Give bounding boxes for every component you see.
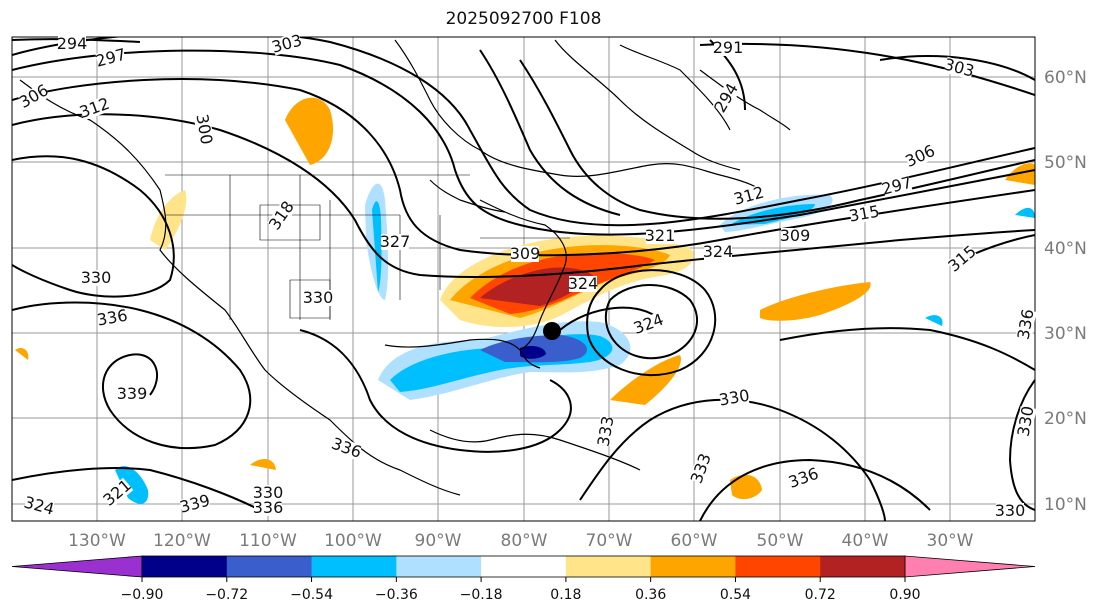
coastlines [19, 39, 791, 496]
colorbar-max-extend [904, 555, 1036, 578]
svg-text:336: 336 [253, 498, 284, 517]
colorbar: −0.90 −0.72 −0.54 −0.36 −0.18 0.18 0.36 0.54 0.7… [11, 555, 1036, 603]
svg-text:330: 330 [995, 501, 1026, 520]
colorbar-segment [735, 556, 821, 577]
negative-anomaly-area [730, 204, 815, 225]
svg-text:324: 324 [703, 242, 734, 261]
latitude-tick-label: 10°N [1044, 495, 1087, 515]
colorbar-min-extend [11, 555, 143, 578]
contour-label: 330 [81, 268, 112, 287]
svg-text:330: 330 [303, 288, 334, 307]
svg-text:327: 327 [380, 232, 411, 251]
svg-text:330: 330 [81, 268, 112, 287]
contour-label: 339 [117, 384, 148, 403]
colorbar-tick-label: −0.72 [205, 587, 248, 603]
colorbar-tick-label: 0.36 [635, 587, 666, 603]
contour-label: 309 [780, 226, 811, 245]
longitude-tick-label: 50°W [757, 531, 804, 551]
negative-anomaly-area [520, 346, 546, 359]
negative-anomaly-area [115, 466, 149, 504]
longitude-tick-label: 130°W [68, 531, 126, 551]
colorbar-segment [481, 556, 567, 577]
storm-center-dot [543, 322, 561, 340]
latitude-tick-label: 40°N [1044, 239, 1087, 259]
longitude-labels: 130°W 120°W 110°W 100°W 90°W 80°W 70°W 60°W 50°W… [68, 531, 974, 551]
positive-anomaly-area [760, 282, 871, 321]
colorbar-tick-label: 0.72 [805, 587, 836, 603]
colorbar-segment [650, 556, 736, 577]
positive-anomaly-area [480, 267, 595, 306]
contour-label: 321 [645, 226, 676, 245]
svg-text:339: 339 [117, 384, 148, 403]
contour-label: 330 [303, 288, 334, 307]
latitude-tick-label: 50°N [1044, 153, 1087, 173]
latitude-tick-label: 30°N [1044, 324, 1087, 344]
contour-label: 327 [380, 232, 411, 251]
colorbar-tick-label: 0.90 [889, 587, 920, 603]
map-title: 2025092700 F108 [445, 9, 602, 29]
colorbar-tick-label: −0.54 [290, 587, 333, 603]
colorbar-tick-label: −0.36 [375, 587, 418, 603]
colorbar-segment [142, 556, 228, 577]
colorbar-segment [396, 556, 482, 577]
contour-label: 330 [995, 501, 1026, 520]
contour-lines [12, 37, 1035, 521]
longitude-tick-label: 70°W [586, 531, 633, 551]
colorbar-segment [226, 556, 313, 577]
svg-text:309: 309 [510, 244, 541, 263]
positive-anomaly-area [250, 458, 276, 470]
contour-label: 297 [880, 173, 914, 199]
negative-anomaly-area [925, 315, 943, 326]
colorbar-tick-label: −0.90 [121, 587, 164, 603]
contour-label: 315 [848, 202, 881, 226]
contour-label: 330 [253, 483, 284, 502]
latitude-tick-label: 60°N [1044, 68, 1087, 88]
contour-label: 324 [568, 274, 599, 293]
contour-label: 339 [178, 491, 212, 517]
svg-text:291: 291 [713, 38, 744, 57]
anomaly-shading [15, 97, 1035, 504]
longitude-tick-label: 110°W [239, 531, 297, 551]
positive-anomaly-area [1005, 163, 1035, 185]
colorbar-tick-label: 0.54 [720, 587, 751, 603]
positive-anomaly-area [610, 355, 681, 405]
latitude-labels: 60°N 50°N 40°N 30°N 20°N 10°N [1044, 68, 1087, 515]
negative-anomaly-area [372, 201, 382, 292]
svg-text:324: 324 [568, 274, 599, 293]
colorbar-tick-label: 0.18 [550, 587, 581, 603]
svg-text:330: 330 [253, 483, 284, 502]
svg-text:321: 321 [645, 226, 676, 245]
longitude-tick-label: 120°W [153, 531, 211, 551]
colorbar-segment [311, 556, 397, 577]
contour-label: 324 [703, 242, 734, 261]
contour-label: 294 [57, 34, 88, 53]
positive-anomaly-area [15, 348, 29, 360]
colorbar-segment [565, 556, 652, 577]
colorbar-tick-label: −0.18 [460, 587, 503, 603]
longitude-tick-label: 80°W [501, 531, 548, 551]
longitude-tick-label: 40°W [842, 531, 889, 551]
longitude-tick-label: 100°W [324, 531, 382, 551]
latitude-tick-label: 20°N [1044, 409, 1087, 429]
negative-anomaly-area [1015, 207, 1035, 218]
positive-anomaly-area [730, 474, 762, 500]
contour-label: 291 [713, 38, 744, 57]
positive-anomaly-area [285, 97, 334, 165]
positive-anomaly-area [150, 190, 187, 250]
contour-label: 309 [510, 244, 541, 263]
colorbar-segment [820, 556, 906, 577]
svg-text:309: 309 [780, 226, 811, 245]
svg-text:294: 294 [57, 34, 88, 53]
contour-label: 336 [253, 498, 284, 517]
longitude-tick-label: 90°W [415, 531, 462, 551]
longitude-tick-label: 30°W [927, 531, 974, 551]
map-frame [11, 36, 1036, 522]
longitude-tick-label: 60°W [671, 531, 718, 551]
